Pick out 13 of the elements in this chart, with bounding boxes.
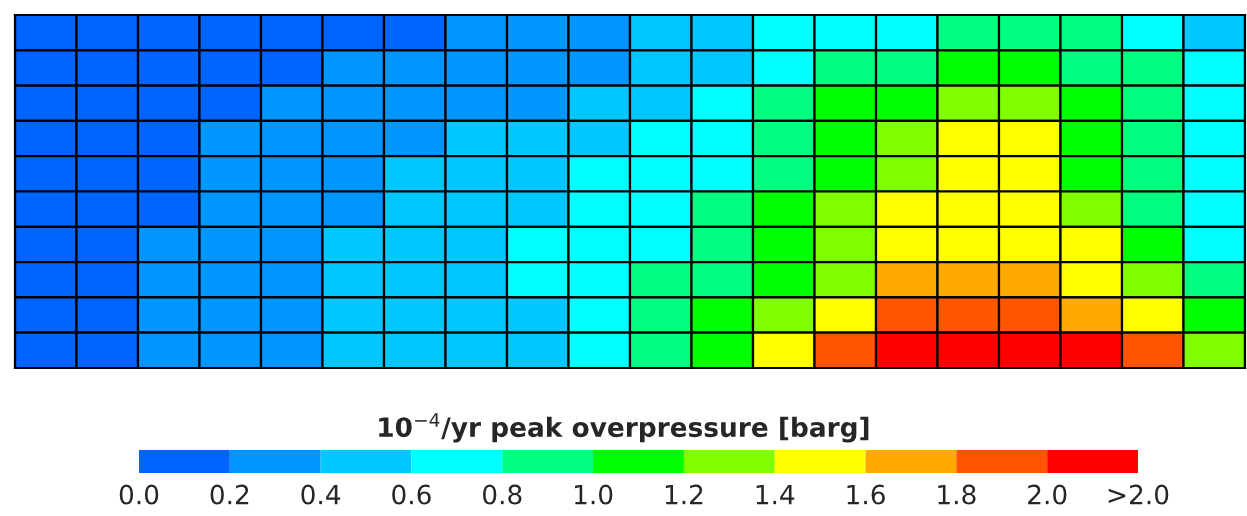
- color-bar-label: 1.6: [847, 484, 885, 505]
- color-bar-label: >2.0: [1108, 484, 1169, 505]
- color-bar-label: 0.4: [301, 484, 341, 505]
- color-bar-title: 10$^{−4}$/yr peak overpressure [barg]: [379, 413, 869, 443]
- color-bar-label: 0.6: [392, 484, 431, 505]
- color-bar-label: 2.0: [1028, 484, 1067, 505]
- color-bar-label: 0.0: [119, 484, 159, 505]
- color-bar-label: 1.4: [756, 484, 795, 505]
- color-bar-label: 1.0: [575, 484, 613, 505]
- color-bar-label: 1.2: [665, 484, 703, 505]
- color-bar-label: 1.8: [938, 484, 976, 505]
- color-bar-label: 0.2: [210, 484, 249, 505]
- color-bar-label: 0.8: [483, 484, 522, 505]
